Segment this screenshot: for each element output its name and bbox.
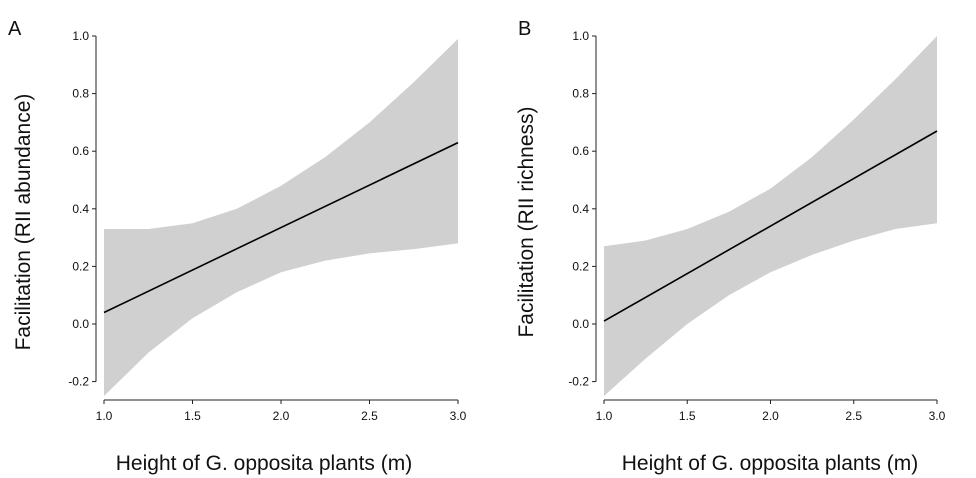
y-tick-label-b: 0.4 — [572, 202, 589, 216]
confidence-band-a — [104, 38, 458, 397]
y-tick-label-b: -0.2 — [568, 375, 589, 389]
y-tick-label-a: 0.2 — [72, 259, 89, 273]
x-tick-label-b: 2.5 — [845, 409, 862, 423]
y-tick-label-b: 1.0 — [572, 29, 589, 43]
plot-area-a: -0.2 0.0 0.2 0.4 0.6 0.8 1.0 1.0 1.5 2.0 2.5 3.0 — [68, 29, 466, 423]
y-tick-label-a: -0.2 — [68, 375, 89, 389]
x-tick-label-a: 2.5 — [361, 409, 378, 423]
x-tick-label-b: 1.0 — [596, 409, 613, 423]
y-tick-label-b: 0.8 — [572, 87, 589, 101]
confidence-band-b — [604, 36, 937, 396]
y-tick-label-b: 0.6 — [572, 144, 589, 158]
panel-label-a: A — [8, 18, 22, 40]
regression-line-b — [603, 130, 938, 322]
panel-b: B Facilitation (RII richness) Height of … — [515, 18, 946, 475]
x-axis-label-b: Height of G. opposita plants (m) — [622, 452, 918, 475]
x-tick-label-b: 2.0 — [762, 409, 779, 423]
x-tick-label-a: 1.0 — [96, 409, 113, 423]
x-tick-label-a: 2.0 — [273, 409, 290, 423]
x-tick-label-b: 1.5 — [679, 409, 696, 423]
plot-area-b: -0.2 0.0 0.2 0.4 0.6 0.8 1.0 1.0 1.5 2.0 2.5 3.0 — [568, 29, 945, 423]
y-tick-label-a: 0.6 — [72, 144, 89, 158]
y-tick-label-a: 1.0 — [72, 29, 89, 43]
x-axis-label-a: Height of G. opposita plants (m) — [116, 452, 412, 475]
y-tick-label-b: 0.2 — [572, 259, 589, 273]
y-axis-label-b: Facilitation (RII richness) — [515, 106, 538, 337]
y-tick-label-a: 0.4 — [72, 202, 89, 216]
x-tick-label-b: 3.0 — [929, 409, 946, 423]
x-tick-label-a: 1.5 — [184, 409, 201, 423]
x-tick-label-a: 3.0 — [450, 409, 467, 423]
regression-line-a — [103, 141, 459, 314]
y-tick-label-b: 0.0 — [572, 317, 589, 331]
y-axis-label-a: Facilitation (RII abundance) — [12, 94, 35, 351]
panel-a: A Facilitation (RII abundance) Height of… — [8, 18, 467, 475]
panel-label-b: B — [518, 18, 531, 40]
y-tick-label-a: 0.0 — [72, 317, 89, 331]
y-tick-label-a: 0.8 — [72, 87, 89, 101]
